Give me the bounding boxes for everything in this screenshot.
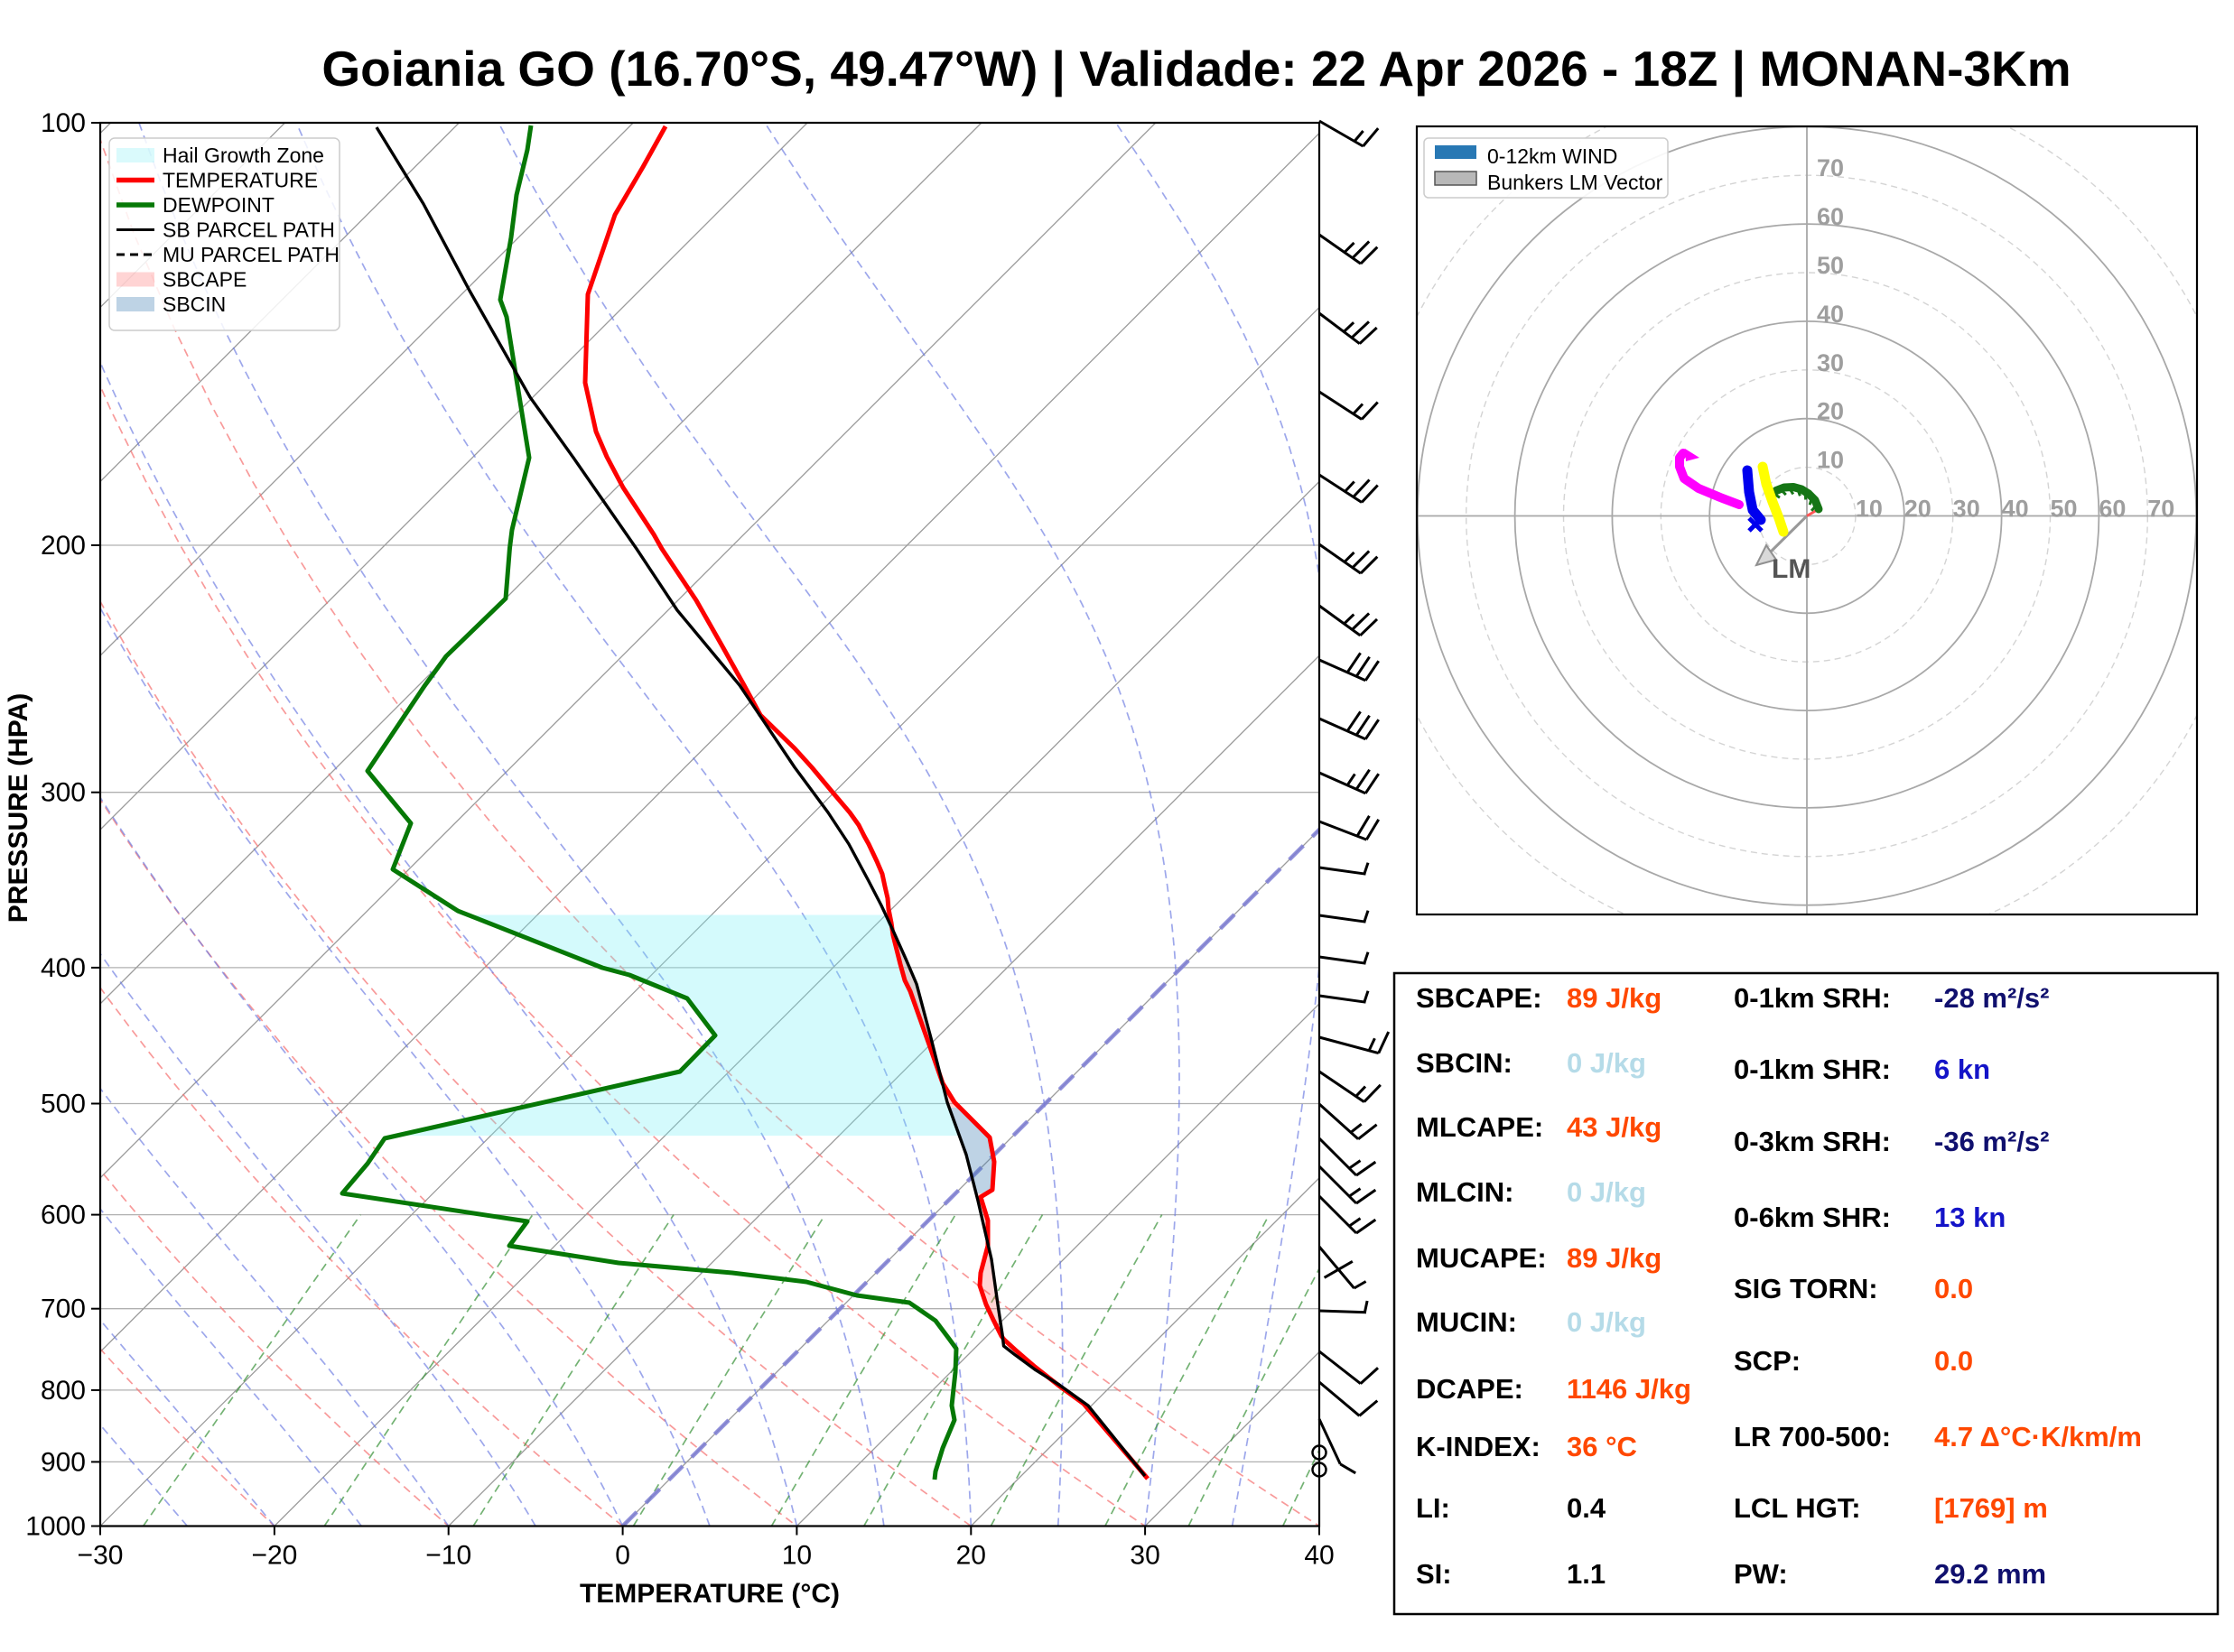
svg-text:TEMPERATURE: TEMPERATURE	[163, 169, 318, 192]
svg-text:SI:: SI:	[1416, 1558, 1452, 1590]
svg-text:SB PARCEL PATH: SB PARCEL PATH	[163, 218, 335, 242]
svg-text:SBCAPE: SBCAPE	[163, 268, 247, 292]
svg-text:DCAPE:: DCAPE:	[1416, 1373, 1523, 1405]
svg-text:400: 400	[41, 953, 86, 983]
svg-text:0-12km WIND: 0-12km WIND	[1487, 144, 1617, 168]
svg-text:4.7 Δ°C·K/km/m: 4.7 Δ°C·K/km/m	[1934, 1421, 2142, 1452]
svg-text:PW:: PW:	[1734, 1558, 1788, 1590]
svg-text:MLCAPE:: MLCAPE:	[1416, 1111, 1543, 1143]
svg-text:50: 50	[1817, 252, 1844, 279]
svg-text:6 kn: 6 kn	[1934, 1053, 1990, 1085]
svg-text:10: 10	[1856, 496, 1883, 523]
svg-text:MUCIN:: MUCIN:	[1416, 1306, 1517, 1338]
svg-text:PRESSURE (HPA): PRESSURE (HPA)	[4, 693, 33, 923]
svg-text:30: 30	[1130, 1541, 1159, 1571]
svg-text:0-3km SRH:: 0-3km SRH:	[1734, 1126, 1891, 1157]
svg-text:1146 J/kg: 1146 J/kg	[1567, 1373, 1691, 1405]
svg-text:89 J/kg: 89 J/kg	[1567, 1242, 1662, 1274]
svg-text:Bunkers LM Vector: Bunkers LM Vector	[1487, 171, 1663, 194]
svg-text:600: 600	[41, 1201, 86, 1230]
svg-text:0-6km SHR:: 0-6km SHR:	[1734, 1202, 1891, 1233]
svg-text:SCP:: SCP:	[1734, 1345, 1801, 1377]
svg-text:900: 900	[41, 1447, 86, 1477]
svg-text:70: 70	[2147, 496, 2174, 523]
svg-text:0.0: 0.0	[1934, 1345, 1973, 1377]
svg-text:SIG TORN:: SIG TORN:	[1734, 1273, 1878, 1304]
svg-text:36 °C: 36 °C	[1567, 1431, 1637, 1462]
svg-text:29.2 mm: 29.2 mm	[1934, 1558, 2046, 1590]
svg-text:0 J/kg: 0 J/kg	[1567, 1176, 1646, 1208]
svg-text:SBCIN: SBCIN	[163, 292, 226, 316]
svg-text:1.1: 1.1	[1567, 1558, 1606, 1590]
svg-text:30: 30	[1817, 349, 1844, 376]
svg-text:SBCIN:: SBCIN:	[1416, 1047, 1513, 1079]
svg-text:LR 700-500:: LR 700-500:	[1734, 1421, 1891, 1452]
svg-text:50: 50	[2050, 496, 2077, 523]
svg-text:0.4: 0.4	[1567, 1492, 1606, 1524]
svg-text:Goiania GO (16.70°S, 49.47°W): Goiania GO (16.70°S, 49.47°W) | Validade…	[321, 41, 2071, 97]
svg-text:40: 40	[1817, 301, 1844, 328]
svg-text:20: 20	[1904, 496, 1931, 523]
svg-text:20: 20	[956, 1541, 986, 1571]
svg-text:10: 10	[782, 1541, 812, 1571]
svg-text:MUCAPE:: MUCAPE:	[1416, 1242, 1547, 1274]
svg-text:0 J/kg: 0 J/kg	[1567, 1047, 1646, 1079]
svg-text:DEWPOINT: DEWPOINT	[163, 193, 275, 217]
svg-text:Hail Growth Zone: Hail Growth Zone	[163, 144, 324, 167]
svg-text:800: 800	[41, 1376, 86, 1406]
svg-text:10: 10	[1817, 447, 1844, 474]
svg-text:20: 20	[1817, 398, 1844, 425]
svg-text:200: 200	[41, 531, 86, 561]
svg-text:0: 0	[615, 1541, 630, 1571]
svg-text:SBCAPE:: SBCAPE:	[1416, 982, 1542, 1014]
svg-text:0-1km SHR:: 0-1km SHR:	[1734, 1053, 1891, 1085]
svg-text:MLCIN:: MLCIN:	[1416, 1176, 1513, 1208]
svg-text:40: 40	[2002, 496, 2029, 523]
svg-text:700: 700	[41, 1295, 86, 1324]
svg-text:300: 300	[41, 778, 86, 808]
svg-text:[1769] m: [1769] m	[1934, 1492, 2048, 1524]
svg-text:0.0: 0.0	[1934, 1273, 1973, 1304]
svg-text:TEMPERATURE (°C): TEMPERATURE (°C)	[580, 1579, 840, 1609]
svg-text:40: 40	[1304, 1541, 1334, 1571]
svg-text:70: 70	[1817, 154, 1844, 181]
svg-text:0 J/kg: 0 J/kg	[1567, 1306, 1646, 1338]
svg-text:89 J/kg: 89 J/kg	[1567, 982, 1662, 1014]
svg-text:−10: −10	[425, 1541, 471, 1571]
svg-text:500: 500	[41, 1090, 86, 1119]
svg-text:LCL HGT:: LCL HGT:	[1734, 1492, 1861, 1524]
svg-text:MU PARCEL PATH: MU PARCEL PATH	[163, 243, 340, 266]
svg-text:-36 m²/s²: -36 m²/s²	[1934, 1126, 2049, 1157]
svg-text:0-1km SRH:: 0-1km SRH:	[1734, 982, 1891, 1014]
svg-text:K-INDEX:: K-INDEX:	[1416, 1431, 1541, 1462]
svg-text:60: 60	[2099, 496, 2126, 523]
svg-text:60: 60	[1817, 203, 1844, 230]
svg-text:100: 100	[41, 108, 86, 138]
svg-text:−20: −20	[251, 1541, 297, 1571]
svg-text:30: 30	[1953, 496, 1980, 523]
svg-text:LI:: LI:	[1416, 1492, 1450, 1524]
svg-text:−30: −30	[78, 1541, 124, 1571]
svg-text:13 kn: 13 kn	[1934, 1202, 2006, 1233]
svg-text:43 J/kg: 43 J/kg	[1567, 1111, 1662, 1143]
svg-text:LM: LM	[1772, 554, 1810, 584]
svg-text:-28 m²/s²: -28 m²/s²	[1934, 982, 2049, 1014]
svg-text:1000: 1000	[25, 1512, 86, 1542]
